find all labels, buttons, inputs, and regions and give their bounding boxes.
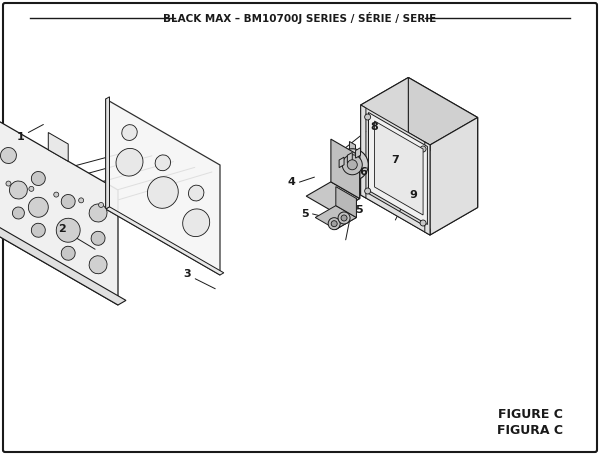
Circle shape bbox=[331, 221, 337, 227]
Polygon shape bbox=[315, 206, 356, 229]
Ellipse shape bbox=[31, 223, 46, 237]
Text: 3: 3 bbox=[184, 269, 191, 279]
Polygon shape bbox=[335, 156, 359, 213]
Circle shape bbox=[29, 187, 34, 192]
Polygon shape bbox=[374, 121, 423, 215]
Polygon shape bbox=[339, 157, 344, 167]
Circle shape bbox=[328, 217, 340, 230]
Text: 9: 9 bbox=[409, 190, 417, 200]
Polygon shape bbox=[430, 117, 478, 235]
Circle shape bbox=[98, 202, 104, 207]
Circle shape bbox=[336, 149, 368, 181]
Polygon shape bbox=[0, 226, 126, 305]
Text: 8: 8 bbox=[370, 121, 377, 131]
Polygon shape bbox=[336, 187, 356, 217]
Polygon shape bbox=[425, 142, 430, 235]
Ellipse shape bbox=[89, 256, 107, 274]
Ellipse shape bbox=[122, 125, 137, 141]
Polygon shape bbox=[361, 105, 430, 151]
Ellipse shape bbox=[61, 194, 75, 208]
Circle shape bbox=[79, 198, 83, 203]
Circle shape bbox=[365, 188, 371, 194]
Ellipse shape bbox=[188, 185, 204, 201]
Circle shape bbox=[365, 114, 371, 120]
Ellipse shape bbox=[89, 204, 107, 222]
Circle shape bbox=[420, 146, 426, 152]
Circle shape bbox=[6, 181, 11, 186]
Ellipse shape bbox=[13, 207, 25, 219]
Circle shape bbox=[347, 160, 357, 170]
Circle shape bbox=[54, 192, 59, 197]
Text: 5: 5 bbox=[355, 205, 362, 215]
Ellipse shape bbox=[182, 209, 209, 237]
Circle shape bbox=[420, 220, 426, 226]
Text: 6: 6 bbox=[359, 167, 367, 177]
Polygon shape bbox=[361, 167, 478, 235]
Polygon shape bbox=[306, 182, 359, 213]
Polygon shape bbox=[336, 198, 356, 229]
Polygon shape bbox=[347, 152, 352, 163]
Polygon shape bbox=[48, 132, 68, 161]
Text: 4: 4 bbox=[287, 177, 295, 187]
Polygon shape bbox=[361, 77, 478, 145]
Polygon shape bbox=[106, 99, 220, 275]
Ellipse shape bbox=[116, 148, 143, 176]
Polygon shape bbox=[106, 97, 109, 209]
Polygon shape bbox=[361, 189, 430, 235]
Circle shape bbox=[337, 147, 345, 156]
Ellipse shape bbox=[148, 177, 178, 208]
Polygon shape bbox=[409, 77, 478, 207]
Polygon shape bbox=[361, 77, 409, 195]
Ellipse shape bbox=[28, 197, 48, 217]
Ellipse shape bbox=[155, 155, 170, 171]
Polygon shape bbox=[361, 105, 366, 198]
Circle shape bbox=[338, 212, 350, 224]
Polygon shape bbox=[331, 139, 359, 198]
Polygon shape bbox=[106, 207, 224, 275]
Polygon shape bbox=[356, 148, 361, 158]
Ellipse shape bbox=[56, 218, 80, 242]
Polygon shape bbox=[0, 115, 118, 305]
Polygon shape bbox=[368, 112, 427, 224]
Text: 5: 5 bbox=[301, 209, 308, 219]
Polygon shape bbox=[349, 142, 356, 155]
Ellipse shape bbox=[61, 246, 75, 260]
Text: BLACK MAX – BM10700J SERIES / SÉRIE / SERIE: BLACK MAX – BM10700J SERIES / SÉRIE / SE… bbox=[163, 12, 437, 24]
Ellipse shape bbox=[91, 231, 105, 245]
Text: 1: 1 bbox=[16, 132, 24, 142]
Text: FIGURE C: FIGURE C bbox=[497, 409, 562, 421]
Circle shape bbox=[342, 155, 362, 175]
Ellipse shape bbox=[31, 172, 46, 186]
Text: FIGURA C: FIGURA C bbox=[497, 424, 563, 436]
Text: 7: 7 bbox=[391, 155, 399, 165]
Text: 2: 2 bbox=[58, 224, 66, 234]
Ellipse shape bbox=[1, 147, 16, 163]
Circle shape bbox=[341, 215, 347, 221]
Ellipse shape bbox=[10, 181, 28, 199]
